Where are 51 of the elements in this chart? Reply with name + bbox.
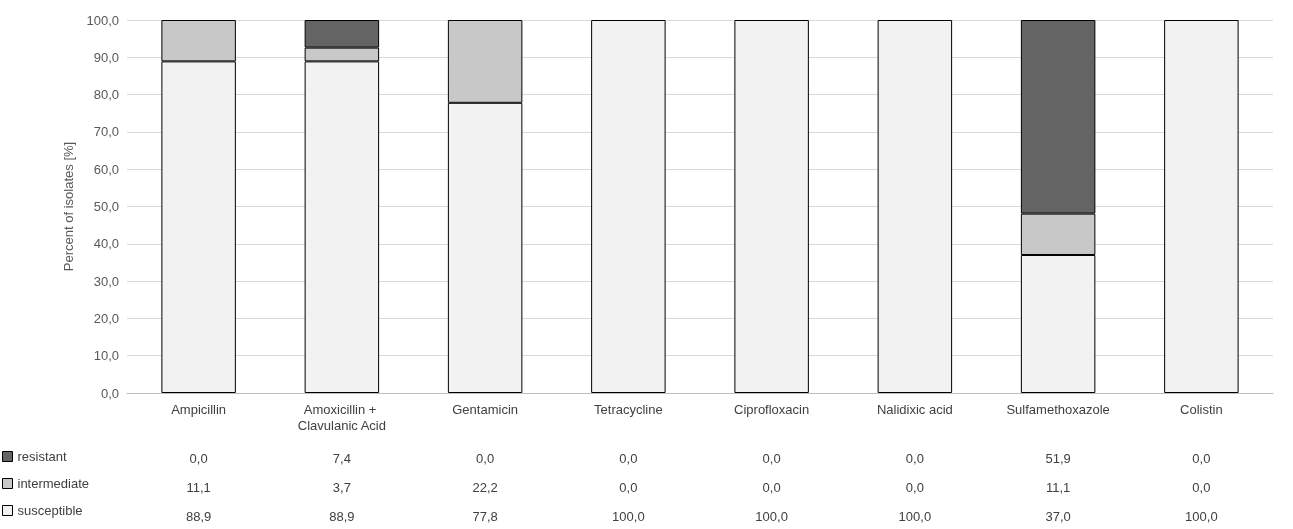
data-label: 0,0: [1192, 450, 1211, 466]
x-tick-label: Ciprofloxacin: [734, 401, 810, 417]
x-tick-label: Gentamicin: [452, 401, 518, 417]
data-label: 0,0: [905, 479, 924, 495]
data-label: 77,8: [472, 508, 498, 524]
data-label: 100,0: [898, 508, 932, 524]
data-label: 88,9: [185, 508, 212, 524]
y-tick-label: 20,0: [93, 310, 119, 326]
x-tick-label: Colistin: [1180, 401, 1223, 417]
y-tick-label: 50,0: [93, 199, 119, 214]
data-label: 37,0: [1045, 508, 1071, 524]
data-label: 0,0: [762, 479, 781, 495]
x-tick-label: Sulfamethoxazole: [1006, 401, 1110, 417]
data-label: 88,9: [329, 508, 355, 524]
bar: [877, 20, 953, 393]
bar: [734, 20, 809, 393]
x-tick-label: Tetracycline: [594, 401, 663, 417]
y-axis-title: Percent of isolates [%]: [61, 141, 76, 272]
data-label: 11,1: [1045, 479, 1071, 495]
data-label: 7,4: [332, 450, 351, 466]
y-tick-label: 40,0: [93, 236, 119, 252]
data-label: 0,0: [619, 450, 638, 466]
y-tick-label: 0,0: [100, 385, 119, 401]
y-tick-label: 100,0: [86, 12, 119, 28]
x-tick-label: Ampicillin: [171, 401, 227, 417]
data-label: 0,0: [476, 450, 495, 466]
data-label: 0,0: [762, 450, 781, 466]
y-tick-label: 60,0: [93, 161, 119, 177]
data-label: 0,0: [1192, 479, 1211, 495]
data-label: 22,2: [472, 479, 498, 495]
x-tick-label: Nalidixic acid: [876, 401, 953, 417]
y-tick-label: 30,0: [93, 273, 119, 289]
legend-label: resistant: [17, 449, 68, 464]
data-label: 51,9: [1045, 450, 1071, 466]
bar: [1164, 20, 1239, 393]
x-tick-label: Amoxicillin + Clavulanic Acid: [297, 401, 386, 433]
data-label: 3,7: [332, 479, 351, 495]
y-tick-label: 90,0: [93, 49, 119, 65]
bar: [591, 20, 666, 393]
y-tick-label: 10,0: [93, 348, 119, 364]
data-label: 0,0: [905, 450, 924, 466]
y-tick-label: 80,0: [93, 87, 119, 103]
data-label: 100,0: [755, 508, 788, 524]
y-tick-label: 70,0: [93, 124, 119, 140]
legend-label: susceptible: [17, 503, 83, 518]
data-label: 0,0: [189, 450, 208, 466]
data-label: 100,0: [612, 508, 645, 524]
data-label: 0,0: [619, 479, 638, 495]
data-label: 100,0: [1185, 508, 1218, 524]
legend-label: intermediate: [17, 476, 90, 491]
data-label: 11,1: [186, 479, 211, 495]
